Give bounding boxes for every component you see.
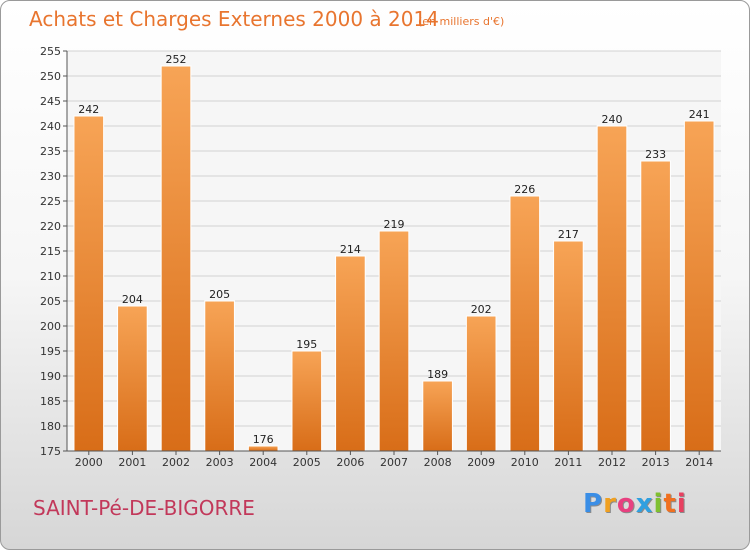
data-label: 226 (514, 183, 535, 196)
logo-letter: i (653, 489, 664, 519)
logo-letter: t (663, 489, 677, 519)
data-label: 195 (296, 338, 317, 351)
chart-subtitle: (en milliers d'€) (418, 15, 505, 28)
y-tick-label: 190 (40, 370, 61, 383)
logo-letter: r (603, 489, 617, 519)
y-tick-label: 180 (40, 420, 61, 433)
bar (640, 160, 671, 452)
bar (247, 445, 279, 452)
data-label: 233 (645, 148, 666, 161)
logo-letter: o (616, 489, 636, 519)
bar (378, 230, 410, 452)
x-tick-label: 2009 (467, 456, 495, 469)
bar (596, 125, 628, 452)
data-label: 252 (166, 53, 187, 66)
commune-name: SAINT-Pé-DE-BIGORRE (33, 496, 255, 520)
x-tick-label: 2001 (118, 456, 146, 469)
data-label: 205 (209, 288, 230, 301)
data-label: 242 (78, 103, 99, 116)
x-tick-label: 2012 (598, 456, 626, 469)
bar (117, 305, 148, 452)
x-tick-label: 2014 (685, 456, 713, 469)
bar (422, 380, 453, 452)
axes (66, 51, 721, 455)
x-tick-label: 2013 (642, 456, 670, 469)
bar (73, 115, 105, 452)
y-tick-label: 215 (40, 245, 61, 258)
x-tick-label: 2010 (511, 456, 539, 469)
bar (553, 240, 584, 452)
bar (204, 300, 235, 452)
y-tick-label: 220 (40, 220, 61, 233)
y-tick-label: 240 (40, 120, 61, 133)
bar (509, 195, 541, 452)
x-tick-label: 2006 (336, 456, 364, 469)
x-tick-label: 2002 (162, 456, 190, 469)
y-tick-label: 195 (40, 345, 61, 358)
bar (291, 350, 323, 452)
data-labels: 242 204 252 205 176 195 214 219 189 202 226 217 240 2… (78, 53, 709, 446)
chart-title: Achats et Charges Externes 2000 à 2014 (29, 7, 439, 31)
bar (335, 255, 366, 452)
x-tick-labels: 2000 2001 2002 2003 2004 2005 2006 2007 2008 2009… (75, 456, 713, 469)
data-label: 189 (427, 368, 448, 381)
y-tick-label: 235 (40, 145, 61, 158)
y-tick-label: 200 (40, 320, 61, 333)
y-tick-label: 230 (40, 170, 61, 183)
logo-letter: x (635, 489, 654, 519)
data-label: 214 (340, 243, 361, 256)
y-tick-labels: 175 180 185 190 195 200 205 210 215 220 225 230 235 2… (40, 45, 61, 458)
y-tick-label: 205 (40, 295, 61, 308)
proxiti-logo: Proxiti (583, 489, 687, 519)
data-label: 219 (384, 218, 405, 231)
y-tick-label: 250 (40, 70, 61, 83)
y-tick-label: 210 (40, 270, 61, 283)
y-tick-label: 175 (40, 445, 61, 458)
x-tick-label: 2005 (293, 456, 321, 469)
y-tick-label: 255 (40, 45, 61, 58)
logo-letter: i (676, 489, 687, 519)
data-label: 240 (602, 113, 623, 126)
x-tick-label: 2007 (380, 456, 408, 469)
bar (465, 315, 497, 452)
x-tick-label: 2000 (75, 456, 103, 469)
y-tick-label: 185 (40, 395, 61, 408)
data-label: 176 (253, 433, 274, 446)
y-tick-label: 245 (40, 95, 61, 108)
bar (160, 65, 192, 452)
x-tick-label: 2008 (424, 456, 452, 469)
data-label: 241 (689, 108, 710, 121)
data-label: 202 (471, 303, 492, 316)
x-tick-label: 2011 (554, 456, 582, 469)
y-tick-label: 225 (40, 195, 61, 208)
bar (683, 120, 715, 452)
x-tick-label: 2003 (206, 456, 234, 469)
x-tick-label: 2004 (249, 456, 277, 469)
logo-letter: P (583, 489, 604, 519)
data-label: 204 (122, 293, 143, 306)
data-label: 217 (558, 228, 579, 241)
bars (73, 65, 715, 452)
